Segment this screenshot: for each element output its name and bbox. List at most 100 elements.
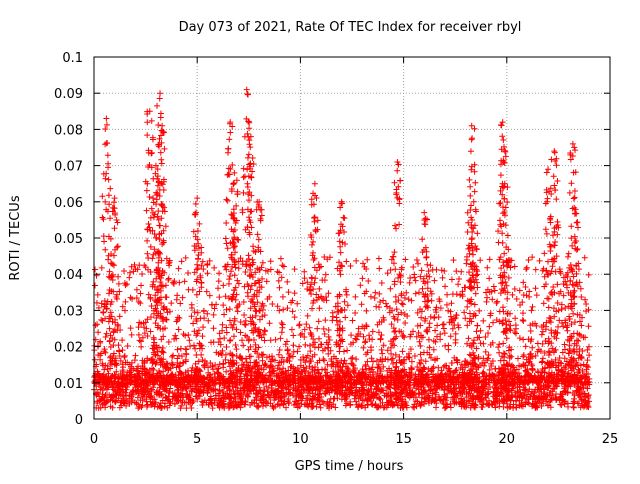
- data-point: [528, 307, 534, 313]
- data-point: [176, 327, 182, 333]
- data-point: [529, 345, 535, 351]
- data-point: [219, 322, 225, 328]
- data-point: [238, 329, 244, 335]
- data-point: [116, 342, 122, 348]
- data-point: [500, 340, 506, 346]
- data-point: [220, 282, 226, 288]
- data-point: [245, 290, 251, 296]
- data-point: [455, 281, 461, 287]
- data-point: [244, 87, 250, 93]
- data-point: [352, 294, 358, 300]
- data-point: [322, 317, 328, 323]
- data-point: [246, 214, 252, 220]
- data-point: [508, 354, 514, 360]
- data-point: [416, 289, 422, 295]
- data-point: [290, 333, 296, 339]
- data-point: [189, 313, 195, 319]
- data-point: [385, 270, 391, 276]
- data-point: [360, 260, 366, 266]
- data-point: [225, 198, 231, 204]
- data-point: [431, 278, 437, 284]
- data-point: [195, 228, 201, 234]
- data-point: [323, 272, 329, 278]
- data-point: [99, 193, 105, 199]
- data-point: [227, 337, 233, 343]
- data-point: [413, 278, 419, 284]
- data-point: [161, 146, 167, 152]
- data-point: [480, 341, 486, 347]
- data-point: [387, 286, 393, 292]
- data-point: [176, 353, 182, 359]
- data-point: [559, 306, 565, 312]
- data-point: [179, 258, 185, 264]
- data-point: [245, 155, 251, 161]
- data-point: [365, 278, 371, 284]
- data-point: [191, 342, 197, 348]
- data-point: [256, 237, 262, 243]
- data-point: [357, 282, 363, 288]
- data-point: [347, 402, 353, 408]
- data-point: [137, 337, 143, 343]
- data-point: [582, 255, 588, 261]
- data-point: [368, 344, 374, 350]
- data-point: [216, 270, 222, 276]
- data-point: [372, 295, 378, 301]
- data-point: [148, 328, 154, 334]
- data-point: [134, 287, 140, 293]
- data-point: [106, 177, 112, 183]
- data-point: [399, 348, 405, 354]
- data-point: [216, 278, 222, 284]
- data-point: [154, 103, 160, 109]
- data-point: [164, 294, 170, 300]
- data-point: [101, 367, 107, 373]
- data-point: [414, 257, 420, 263]
- data-point: [198, 352, 204, 358]
- data-point: [244, 91, 250, 97]
- data-point: [156, 223, 162, 229]
- data-point: [513, 330, 519, 336]
- data-point: [170, 280, 176, 286]
- data-point: [501, 404, 507, 410]
- data-point: [204, 270, 210, 276]
- data-point: [445, 347, 451, 353]
- data-point: [520, 310, 526, 316]
- data-point: [182, 278, 188, 284]
- data-point: [348, 263, 354, 269]
- data-point: [279, 325, 285, 331]
- data-point: [121, 354, 127, 360]
- data-point: [585, 357, 591, 363]
- data-point: [147, 194, 153, 200]
- data-point: [177, 300, 183, 306]
- data-point: [149, 255, 155, 261]
- data-point: [487, 256, 493, 262]
- data-point: [524, 265, 530, 271]
- data-point: [227, 130, 233, 136]
- data-point: [492, 405, 498, 411]
- data-point: [349, 361, 355, 367]
- data-point: [512, 263, 518, 269]
- data-point: [230, 325, 236, 331]
- data-point: [453, 268, 459, 274]
- data-point: [190, 287, 196, 293]
- data-point: [286, 289, 292, 295]
- data-point: [533, 267, 539, 273]
- data-point: [555, 324, 561, 330]
- data-point: [122, 299, 128, 305]
- data-point: [216, 294, 222, 300]
- data-point: [241, 312, 247, 318]
- data-point: [149, 206, 155, 212]
- data-point: [211, 325, 217, 331]
- data-point: [512, 286, 518, 292]
- data-point: [159, 123, 165, 129]
- data-point: [101, 238, 107, 244]
- data-point: [292, 266, 298, 272]
- data-point: [419, 267, 425, 273]
- data-point: [275, 362, 281, 368]
- data-point: [450, 291, 456, 297]
- data-point: [195, 256, 201, 262]
- data-point: [144, 119, 150, 125]
- data-point: [241, 166, 247, 172]
- data-point: [111, 328, 117, 334]
- data-point: [235, 308, 241, 314]
- data-point: [440, 275, 446, 281]
